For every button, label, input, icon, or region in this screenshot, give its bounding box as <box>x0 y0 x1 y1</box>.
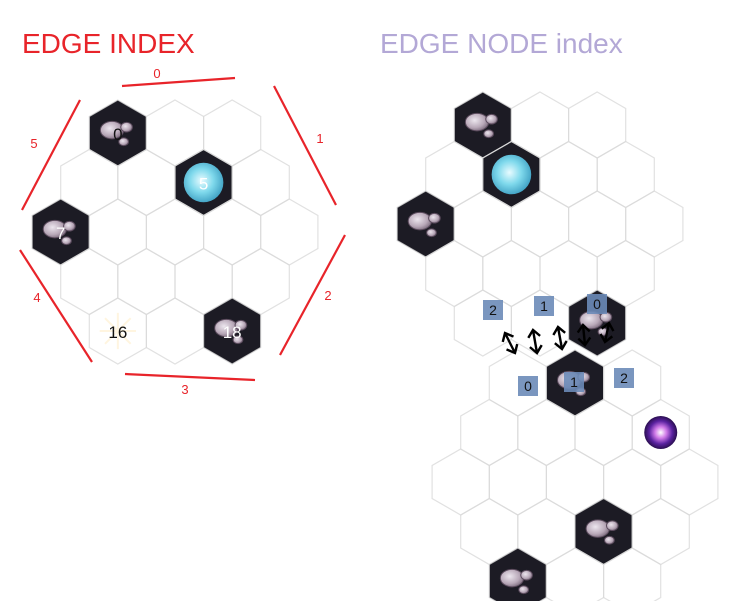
hex-tile-13: 13 <box>117 247 176 316</box>
wormhole-icon <box>644 416 678 449</box>
edge-line-1 <box>273 85 337 206</box>
hex-index-label: 5 <box>199 175 208 194</box>
double-arrow-icon <box>576 323 592 347</box>
asteroid-icon <box>42 219 76 246</box>
edge-node-index-box: 2 <box>483 300 503 320</box>
top-board-hex <box>625 190 684 258</box>
hex-index-label: 8 <box>113 224 122 243</box>
bottom-board-hex <box>660 448 719 516</box>
edge-line-5 <box>21 99 81 211</box>
bottom-board-hex <box>574 497 633 566</box>
top-board-hex <box>539 140 598 209</box>
hex-tile-6: 6 <box>231 148 290 217</box>
svg-text:2: 2 <box>489 302 497 318</box>
edge-node-index-box: 2 <box>614 368 634 388</box>
asteroid-icon <box>214 318 248 345</box>
hex-index-label: 4 <box>142 175 151 194</box>
hex-index-label: 14 <box>194 274 213 293</box>
hex-index-label: 3 <box>85 175 94 194</box>
bottom-board-hex <box>602 547 662 601</box>
hex-index-label: 6 <box>256 175 265 194</box>
hex-index-label: 18 <box>223 323 242 342</box>
top-board-hex <box>567 91 627 159</box>
hex-tile-0: 0 <box>88 99 147 167</box>
svg-text:1: 1 <box>540 298 548 314</box>
hex-index-label: 11 <box>280 224 298 243</box>
hex-index-label: 2 <box>227 125 236 144</box>
bottom-board-hex <box>488 448 548 516</box>
hex-index-label: 12 <box>80 274 99 293</box>
edge-node-index-box: 1 <box>534 296 554 316</box>
double-arrow-icon <box>501 331 519 355</box>
svg-text:1: 1 <box>570 374 578 390</box>
edge-node-index-title: EDGE NODE index <box>380 28 623 59</box>
edge-index-label: 4 <box>33 290 40 305</box>
hex-tile-17: 17 <box>145 297 205 365</box>
hex-index-label: 7 <box>56 224 65 243</box>
edge-index-label: 1 <box>316 131 323 146</box>
hex-tile-18: 18 <box>203 297 262 365</box>
asteroid-icon <box>99 120 133 147</box>
edge-node-index-box: 1 <box>564 372 584 392</box>
edge-index-title: EDGE INDEX <box>22 28 195 59</box>
edge-connection-arrows <box>501 321 615 355</box>
edge-line-0 <box>121 76 236 88</box>
top-board-hex <box>482 239 541 308</box>
top-board-hex <box>396 190 455 258</box>
hex-index-label: 10 <box>223 224 242 243</box>
hex-index-label: 13 <box>137 274 156 293</box>
edge-node-boxes: 2 1 0 0 1 2 <box>483 294 634 396</box>
edge-line-2 <box>279 234 346 356</box>
top-board-hex <box>567 190 627 258</box>
hex-tile-7: 7 <box>31 198 90 266</box>
edge-node-index-box: 0 <box>518 376 538 396</box>
hex-tile-11: 11 <box>260 198 319 266</box>
svg-text:0: 0 <box>593 296 601 312</box>
double-arrow-icon <box>527 328 543 355</box>
double-arrow-icon <box>599 321 615 344</box>
top-board-hex <box>596 140 655 209</box>
svg-text:2: 2 <box>620 370 628 386</box>
right-top-hex-board <box>396 91 684 357</box>
hex-index-label: 15 <box>251 274 270 293</box>
supernova-icon <box>99 312 136 350</box>
edge-index-label: 5 <box>30 136 37 151</box>
hex-tile-16: 16 <box>88 297 147 365</box>
top-board-hex <box>453 289 512 357</box>
planet-icon <box>491 154 532 195</box>
edge-node-index-box: 0 <box>587 294 607 314</box>
bottom-board-hex <box>631 398 690 467</box>
planet-icon <box>183 162 224 203</box>
hex-index-label: 9 <box>170 224 179 243</box>
edge-line-4 <box>19 249 93 363</box>
bottom-board-hex <box>431 448 490 516</box>
edge-index-label: 3 <box>181 382 188 397</box>
double-arrow-icon <box>552 325 568 351</box>
svg-text:0: 0 <box>524 378 532 394</box>
edge-line-3 <box>124 372 256 382</box>
bottom-board-hex <box>631 497 690 566</box>
hex-tile-8: 8 <box>88 198 147 266</box>
hex-index-label: 17 <box>166 323 185 342</box>
bottom-board-hex <box>460 398 519 467</box>
edge-index-label: 2 <box>324 288 331 303</box>
top-board-hex <box>567 289 627 357</box>
asteroid-icon <box>407 211 441 238</box>
hex-index-label: 16 <box>108 323 127 342</box>
bottom-board-hex <box>488 547 548 601</box>
hex-tile-5: 5 <box>174 148 233 217</box>
hex-index-label: 1 <box>170 125 179 144</box>
asteroid-icon <box>464 112 498 139</box>
asteroid-icon <box>585 519 619 545</box>
edge-index-label: 0 <box>153 66 160 81</box>
asteroid-icon <box>499 568 533 595</box>
hex-index-label: 0 <box>113 125 122 144</box>
